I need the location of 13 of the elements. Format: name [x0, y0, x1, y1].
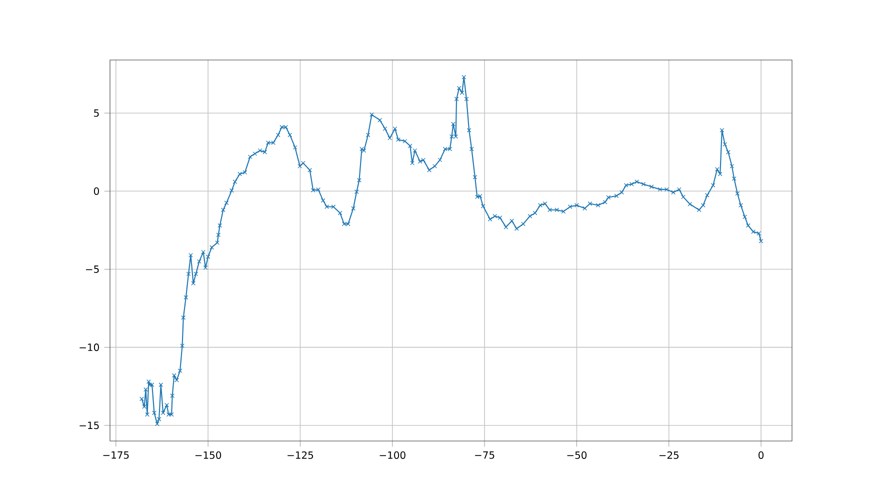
x-tick-label: −75 — [475, 451, 494, 459]
x-tick-label: −150 — [195, 451, 222, 459]
x-tick-label: −25 — [659, 451, 679, 459]
y-tick-label: 0 — [94, 187, 99, 195]
y-tick-label: −10 — [80, 344, 99, 352]
x-tick-label: −175 — [103, 451, 129, 459]
x-tick-label: −100 — [380, 451, 406, 459]
x-tick-label: −125 — [288, 451, 314, 459]
y-tick-label: −5 — [86, 266, 99, 273]
x-tick-label: −50 — [567, 451, 587, 459]
y-tick-label: 5 — [94, 109, 99, 117]
y-tick-label: −15 — [80, 422, 99, 430]
x-tick-label: 0 — [758, 451, 764, 459]
